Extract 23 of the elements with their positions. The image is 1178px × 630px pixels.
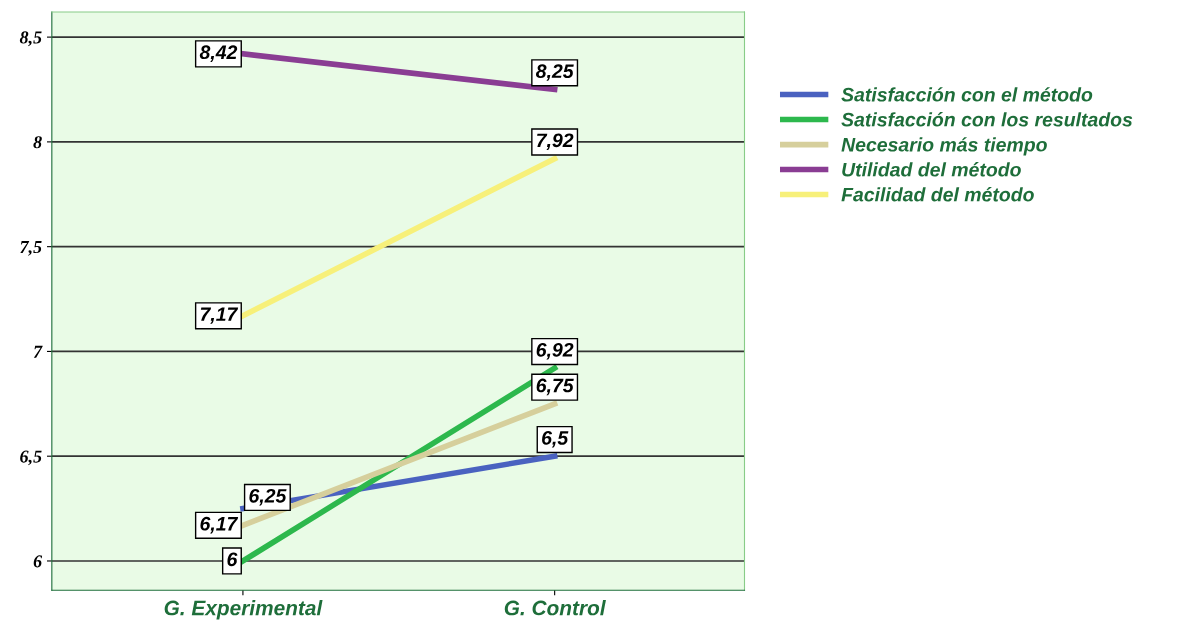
legend-label: Necesario más tiempo [841,137,1047,156]
data-label: 6,92 [536,342,574,360]
data-label: 6,75 [536,378,574,396]
y-tick-label: 8,5 [19,31,42,47]
data-label: 6,25 [249,488,287,506]
y-tick-label: 7,5 [20,241,42,256]
data-label: 6,5 [542,430,569,448]
legend-label: Satisfacción con los resultados [841,112,1133,127]
data-label: 6,17 [200,516,239,534]
data-label: 6 [227,552,238,567]
data-label: 8,42 [199,45,238,62]
data-label: 7,92 [537,133,574,151]
y-tick-label: 6 [33,555,43,568]
x-tick-label: G. Control [504,600,606,616]
data-label: 7,17 [200,307,239,324]
x-tick-label: G. Experimental [164,600,323,620]
y-tick-label: 6,5 [20,450,42,466]
legend-label: Satisfacción con el método [841,87,1093,102]
data-label: 8,25 [535,64,574,81]
y-tick-label: 8 [33,136,42,149]
legend-label: Facilidad del método [841,187,1034,202]
y-tick-label: 7 [33,345,43,358]
legend-label: Utilidad del método [842,162,1021,177]
